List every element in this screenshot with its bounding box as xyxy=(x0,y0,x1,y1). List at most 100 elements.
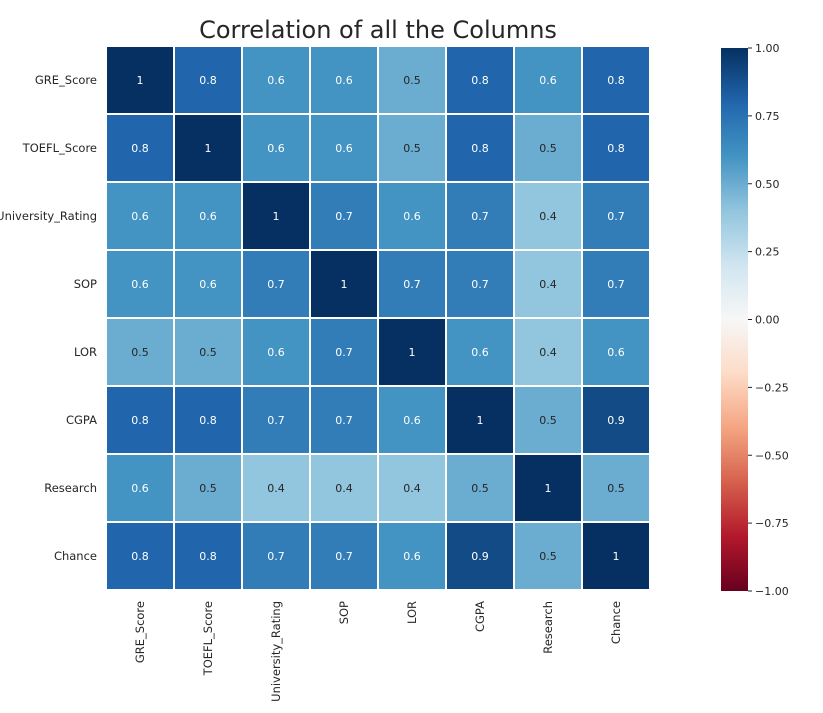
row-tick-label: Chance xyxy=(54,549,97,563)
heatmap-cell xyxy=(243,251,309,317)
heatmap-cell xyxy=(175,251,241,317)
heatmap-cell xyxy=(311,455,377,521)
column-tick-label: CGPA xyxy=(473,601,487,632)
cell-value-label: 0.6 xyxy=(267,74,285,87)
cell-value-label: 0.7 xyxy=(471,210,489,223)
row-tick-labels: GRE_Score TOEFL_Score University_Rating SOP… xyxy=(0,73,97,563)
heatmap-cell xyxy=(583,115,649,181)
heatmap-cell xyxy=(447,251,513,317)
heatmap-cell xyxy=(515,387,581,453)
cell-value-label: 0.7 xyxy=(607,210,625,223)
cell-value-label: 0.7 xyxy=(267,550,285,563)
cell-value-label: 0.8 xyxy=(471,142,489,155)
heatmap-cell xyxy=(447,455,513,521)
heatmap-cell xyxy=(379,319,445,385)
heatmap-cell xyxy=(311,47,377,113)
cell-value-label: 0.8 xyxy=(131,414,149,427)
cell-value-label: 0.9 xyxy=(607,414,625,427)
cell-value-label: 0.6 xyxy=(607,346,625,359)
heatmap-cell xyxy=(243,319,309,385)
heatmap-cell xyxy=(515,455,581,521)
cell-value-label: 1 xyxy=(545,482,552,495)
column-tick-label: SOP xyxy=(337,601,351,624)
heatmap-cell xyxy=(447,115,513,181)
row-tick-label: Research xyxy=(44,481,97,495)
cell-value-label: 0.8 xyxy=(199,550,217,563)
cell-value-label: 1 xyxy=(205,142,212,155)
cell-value-label: 0.8 xyxy=(131,550,149,563)
colorbar-tick-label: 0.75 xyxy=(755,110,780,123)
heatmap-cell xyxy=(175,47,241,113)
heatmap-cell xyxy=(107,523,173,589)
colorbar-tick-label: −0.75 xyxy=(755,517,789,530)
heatmap-cell xyxy=(175,319,241,385)
cell-value-label: 0.5 xyxy=(539,414,557,427)
cell-value-label: 0.4 xyxy=(539,278,557,291)
heatmap-cell xyxy=(583,523,649,589)
column-tick-label: Chance xyxy=(609,601,623,644)
row-tick-label: LOR xyxy=(74,345,97,359)
heatmap-cell xyxy=(311,183,377,249)
heatmap-cell xyxy=(447,319,513,385)
cell-value-label: 0.9 xyxy=(471,550,489,563)
colorbar-tick-label: 0.00 xyxy=(755,314,780,327)
heatmap-cell xyxy=(107,251,173,317)
cell-value-label: 0.5 xyxy=(471,482,489,495)
heatmap-cell xyxy=(107,115,173,181)
cell-value-label: 0.7 xyxy=(335,210,353,223)
heatmap-cell xyxy=(379,183,445,249)
cell-value-label: 0.6 xyxy=(403,414,421,427)
heatmap-cell xyxy=(243,183,309,249)
heatmap-cell xyxy=(583,387,649,453)
cell-value-label: 0.6 xyxy=(335,74,353,87)
heatmap-cell xyxy=(243,387,309,453)
colorbar-gradient xyxy=(721,48,748,591)
cell-value-label: 0.5 xyxy=(403,142,421,155)
colorbar-tick-label: 1.00 xyxy=(755,42,780,55)
column-tick-labels: GRE_Score TOEFL_Score University_Rating SOP… xyxy=(133,601,623,702)
heatmap-cell xyxy=(447,47,513,113)
heatmap-cell xyxy=(583,183,649,249)
cell-value-label: 0.7 xyxy=(607,278,625,291)
cell-value-label: 1 xyxy=(341,278,348,291)
heatmap-cells: 1 0.8 0.6 0.6 0.5 0.8 0.6 0.8 0.8 1 0.6 0.6 0.5 0.8 0.… xyxy=(107,47,649,589)
cell-value-label: 0.6 xyxy=(335,142,353,155)
cell-value-label: 0.6 xyxy=(131,482,149,495)
cell-value-label: 0.7 xyxy=(335,414,353,427)
heatmap-cell xyxy=(311,387,377,453)
cell-value-label: 0.5 xyxy=(199,482,217,495)
chart-title: Correlation of all the Columns xyxy=(199,16,557,44)
row-tick-label: TOEFL_Score xyxy=(22,141,97,155)
heatmap-cell xyxy=(175,455,241,521)
heatmap-cell xyxy=(515,47,581,113)
column-tick-label: Research xyxy=(541,601,555,654)
column-tick-label: GRE_Score xyxy=(133,601,147,663)
cell-value-label: 0.6 xyxy=(199,278,217,291)
cell-value-label: 0.5 xyxy=(539,550,557,563)
heatmap-cell xyxy=(311,523,377,589)
cell-value-label: 0.7 xyxy=(267,278,285,291)
cell-value-label: 0.8 xyxy=(607,74,625,87)
cell-value-label: 1 xyxy=(137,74,144,87)
cell-value-label: 0.6 xyxy=(199,210,217,223)
cell-value-label: 0.6 xyxy=(131,210,149,223)
heatmap-cell xyxy=(243,455,309,521)
cell-value-label: 1 xyxy=(613,550,620,563)
heatmap-cell xyxy=(447,523,513,589)
colorbar-tick-label: −1.00 xyxy=(755,585,789,598)
cell-value-label: 0.5 xyxy=(199,346,217,359)
heatmap-cell xyxy=(379,251,445,317)
colorbar-tick-label: −0.50 xyxy=(755,449,789,462)
heatmap-cell xyxy=(379,387,445,453)
cell-value-label: 0.8 xyxy=(199,414,217,427)
heatmap-cell xyxy=(243,47,309,113)
heatmap-cell xyxy=(243,523,309,589)
cell-value-label: 0.6 xyxy=(131,278,149,291)
cell-value-label: 0.7 xyxy=(335,550,353,563)
heatmap-cell xyxy=(583,455,649,521)
heatmap-cell xyxy=(379,47,445,113)
heatmap-cell xyxy=(583,251,649,317)
cell-value-label: 0.4 xyxy=(403,482,421,495)
cell-value-label: 0.5 xyxy=(131,346,149,359)
